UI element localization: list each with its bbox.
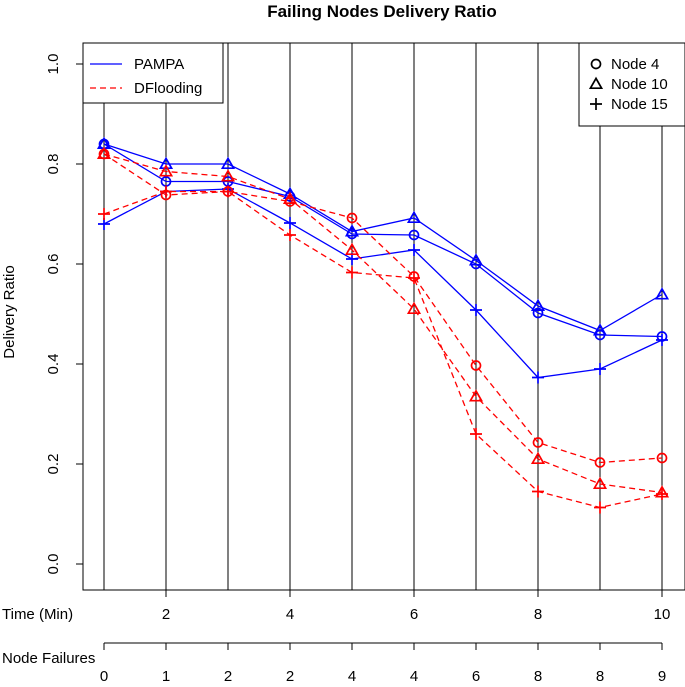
triangle-marker xyxy=(654,287,670,300)
secondary-axis-tick-label: 4 xyxy=(348,668,356,685)
triangle-marker xyxy=(220,156,236,170)
triangle-marker xyxy=(406,210,422,224)
triangle-marker xyxy=(406,301,422,315)
legend-right-box xyxy=(578,42,685,127)
plus-marker xyxy=(594,501,606,514)
secondary-axis-tick-label: 8 xyxy=(596,668,604,685)
x-tick-label: 10 xyxy=(654,606,671,623)
x-tick-label: 4 xyxy=(286,606,294,623)
series-dflooding-node-15 xyxy=(98,185,668,514)
circle-marker xyxy=(346,212,358,224)
legend-label: Node 10 xyxy=(611,76,668,93)
plus-marker xyxy=(532,371,544,384)
x-tick-label: 6 xyxy=(410,606,418,623)
secondary-axis-label: Node Failures xyxy=(2,650,95,667)
triangle-marker xyxy=(588,76,604,90)
secondary-axis-tick-label: 0 xyxy=(100,668,108,685)
plot-area: 0.0 0.2 0.4 0.6 0.8 1.0 2 4 6 8 10 0 1 2 2 4 4 6 8 8 9 PAMPA D… xyxy=(45,42,685,685)
triangle-marker xyxy=(282,191,298,205)
series-pampa-node-4 xyxy=(98,138,668,342)
triangle-marker xyxy=(344,242,360,256)
y-axis-label: Delivery Ratio xyxy=(1,265,18,358)
series-line xyxy=(103,153,663,464)
series-line xyxy=(103,153,663,494)
secondary-axis-tick-label: 2 xyxy=(224,668,232,685)
circle-marker xyxy=(470,360,482,371)
series-dflooding-node-4 xyxy=(98,148,668,468)
triangle-marker xyxy=(530,298,546,312)
plus-marker xyxy=(470,304,482,316)
triangle-marker xyxy=(220,169,236,182)
triangle-marker xyxy=(530,451,546,465)
secondary-axis-tick-label: 8 xyxy=(534,668,542,685)
triangle-marker xyxy=(158,164,174,177)
triangle-marker xyxy=(592,323,608,336)
triangle-marker xyxy=(592,476,608,490)
triangle-marker xyxy=(96,146,112,160)
plus-marker xyxy=(594,363,606,375)
triangle-marker xyxy=(468,253,484,266)
secondary-axis-tick-label: 9 xyxy=(658,668,666,685)
triangle-marker xyxy=(282,186,298,200)
series-line xyxy=(103,190,663,509)
circle-marker xyxy=(656,452,668,464)
legend-label: PAMPA xyxy=(134,56,184,73)
series-pampa-node-15 xyxy=(98,183,668,384)
y-tick-label: 1.0 xyxy=(45,54,62,75)
x-tick-label: 8 xyxy=(534,606,542,623)
series-dflooding-node-10 xyxy=(96,146,670,498)
circle-marker xyxy=(408,229,420,241)
plus-marker xyxy=(656,334,668,346)
circle-marker xyxy=(594,457,606,468)
y-tick-label: 0.6 xyxy=(45,254,62,275)
series-line xyxy=(103,188,663,379)
plus-marker xyxy=(408,244,420,256)
triangle-marker xyxy=(468,389,484,402)
secondary-axis-tick-label: 1 xyxy=(162,668,170,685)
x-axis-label: Time (Min) xyxy=(2,606,73,623)
triangle-marker xyxy=(158,156,174,170)
x-tick-label: 2 xyxy=(162,606,170,623)
y-tick-label: 0.0 xyxy=(45,554,62,575)
legend-label: Node 4 xyxy=(611,56,659,73)
plus-marker xyxy=(346,266,358,279)
plus-marker xyxy=(284,229,296,241)
triangle-marker xyxy=(344,224,360,237)
secondary-axis-tick-label: 4 xyxy=(410,668,418,685)
legend-left-box xyxy=(82,42,224,104)
series-line xyxy=(103,143,663,332)
plus-marker xyxy=(222,185,234,198)
secondary-axis-tick-label: 2 xyxy=(286,668,294,685)
plus-marker xyxy=(656,488,668,500)
plus-marker xyxy=(98,208,110,220)
plus-marker xyxy=(160,185,172,198)
y-tick-label: 0.2 xyxy=(45,454,62,475)
series-pampa-node-10 xyxy=(96,136,670,336)
circle-marker xyxy=(590,58,602,70)
chart-title: Failing Nodes Delivery Ratio xyxy=(267,2,497,21)
y-tick-label: 0.8 xyxy=(45,154,62,175)
series-line xyxy=(103,143,663,338)
secondary-axis-tick-label: 6 xyxy=(472,668,480,685)
y-tick-label: 0.4 xyxy=(45,354,62,375)
legend-label: DFlooding xyxy=(134,80,202,97)
circle-marker xyxy=(532,307,544,319)
plus-marker xyxy=(470,428,482,440)
plus-marker xyxy=(590,98,602,110)
plus-marker xyxy=(284,217,296,229)
plus-marker xyxy=(532,485,544,498)
circle-marker xyxy=(532,437,544,448)
plus-marker xyxy=(408,272,420,284)
legend-label: Node 15 xyxy=(611,96,668,113)
